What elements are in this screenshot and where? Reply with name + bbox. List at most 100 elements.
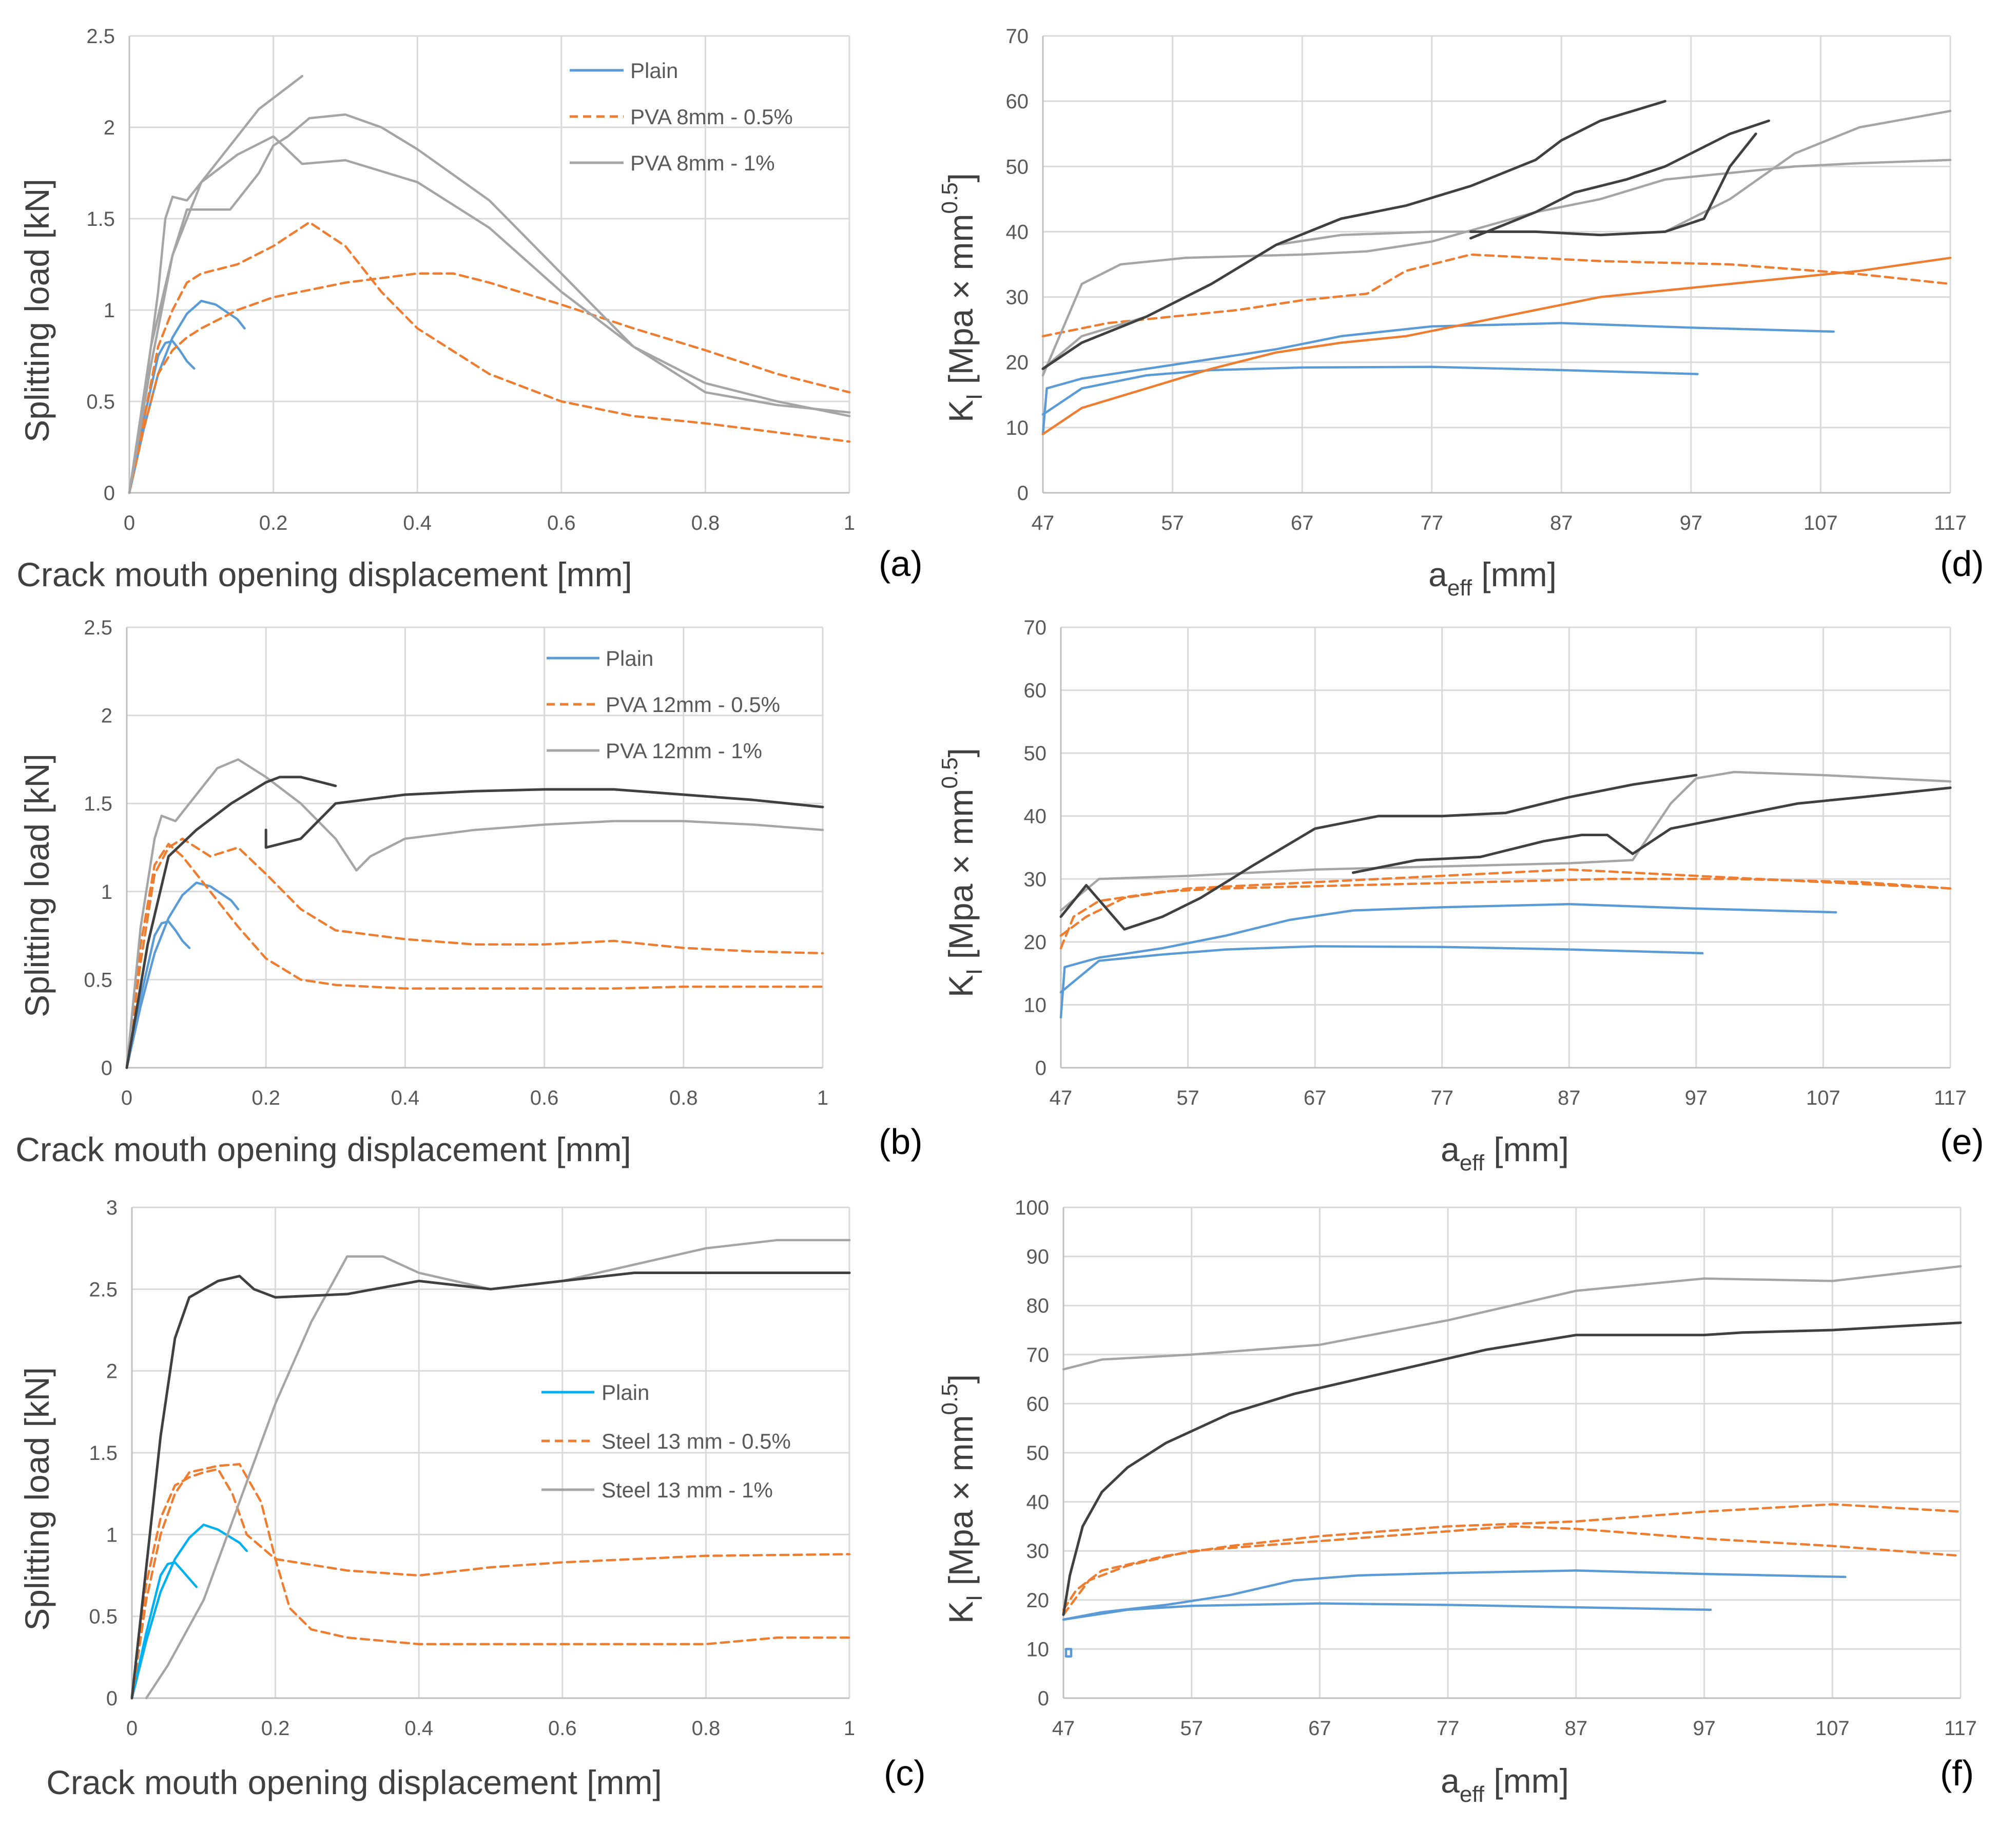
data-curves	[1062, 1265, 1962, 1658]
x-tick-label: 0.4	[403, 512, 432, 534]
series-line-pva-12mm-1-	[1059, 771, 1952, 912]
series-line-pva-12mm-0-5-	[125, 837, 824, 1069]
x-tick-label: 117	[1934, 512, 1967, 534]
grid	[129, 35, 850, 493]
panel-letter: (f)	[1940, 1753, 1974, 1793]
legend-label-plain: Plain	[606, 646, 653, 670]
y-tick-labels: 0 10 20 30 40 50 60 70	[1024, 617, 1047, 1080]
y-tick-label: 20	[1026, 1589, 1050, 1612]
legend-label-one: PVA 12mm - 1%	[606, 739, 762, 763]
y-tick-label: 0	[104, 482, 115, 505]
y-tick-label: 0.5	[84, 969, 112, 991]
x-axis-label: Crack mouth opening displacement [mm]	[16, 555, 632, 593]
x-tick-label: 0.6	[547, 512, 576, 534]
series-line-plain	[1062, 1569, 1847, 1621]
y-tick-labels: 0 0.5 1 1.5 2 2.5	[86, 25, 115, 505]
y-tick-label: 1.5	[89, 1442, 118, 1465]
x-tick-labels: 47 57 67 77 87 97 107 117	[1052, 1717, 1977, 1740]
y-tick-label: 0	[1035, 1057, 1046, 1080]
y-tick-label: 1	[104, 299, 115, 322]
y-tick-label: 30	[1006, 286, 1029, 309]
x-tick-label: 0	[124, 512, 135, 534]
legend: Plain PVA 8mm - 0.5% PVA 8mm - 1%	[570, 59, 793, 175]
axes	[126, 627, 823, 1069]
x-tick-label: 107	[1806, 1087, 1840, 1109]
y-tick-label: 70	[1024, 617, 1047, 639]
y-axis-label: KI [Mpa × mm0.5]	[937, 748, 987, 997]
y-tick-label: 60	[1026, 1393, 1050, 1415]
series-line-pva-12mm-0-5-	[1059, 878, 1952, 950]
y-tick-label: 90	[1026, 1246, 1050, 1268]
x-tick-label: 87	[1558, 1087, 1581, 1109]
y-axis-label: Splitting load [kN]	[18, 1367, 56, 1631]
y-tick-label: 1.5	[84, 793, 112, 815]
legend-label-one: PVA 8mm - 1%	[630, 151, 775, 175]
y-axis-label: Splitting load [kN]	[18, 179, 56, 442]
x-tick-label: 0.2	[259, 512, 288, 534]
x-tick-labels: 47 57 67 77 87 97 107 117	[1032, 512, 1967, 534]
series-line-pva-12mm-1-	[125, 776, 337, 1069]
panel-f-kic-chart: 47 57 67 77 87 97 107 117 0 10 20 30 40 50 60 70 80 90 10…	[937, 1197, 1977, 1807]
x-tick-label: 47	[1050, 1087, 1073, 1109]
legend-label-one: Steel 13 mm - 1%	[602, 1478, 773, 1502]
panel-e-kic-chart: 47 57 67 77 87 97 107 117 0 10 20 30 40 50 60 70 aeff …	[937, 617, 1984, 1176]
x-tick-label: 67	[1308, 1717, 1331, 1740]
x-tick-label: 67	[1304, 1087, 1327, 1109]
y-tick-label: 30	[1026, 1540, 1050, 1563]
series-line-steel-13-mm-0-5-	[130, 1463, 851, 1700]
x-tick-label: 57	[1180, 1717, 1203, 1740]
x-tick-label: 67	[1291, 512, 1314, 534]
y-tick-label: 60	[1006, 90, 1029, 113]
y-tick-label: 40	[1026, 1491, 1050, 1514]
data-curves	[1041, 100, 1952, 435]
x-tick-label: 0.8	[691, 512, 720, 534]
series-line-pva-8mm-1-	[1041, 100, 1666, 370]
y-tick-label: 20	[1024, 931, 1047, 954]
x-tick-label: 0	[121, 1087, 132, 1109]
x-tick-label: 0.6	[548, 1717, 577, 1740]
y-tick-label: 0	[1017, 482, 1029, 505]
y-tick-label: 50	[1026, 1442, 1050, 1465]
y-tick-labels: 0 10 20 30 40 50 60 70	[1006, 25, 1029, 505]
x-tick-label: 57	[1161, 512, 1184, 534]
series-line-pva-12mm-1-	[264, 788, 824, 849]
x-tick-label: 57	[1176, 1087, 1199, 1109]
y-tick-label: 20	[1006, 352, 1029, 374]
x-tick-label: 47	[1032, 512, 1055, 534]
panel-letter: (c)	[884, 1753, 926, 1793]
y-tick-label: 0.5	[89, 1606, 118, 1628]
series-line-pva-8mm-0-5-	[128, 272, 851, 494]
x-tick-label: 107	[1815, 1717, 1850, 1740]
data-curves	[130, 1239, 851, 1700]
x-tick-label: 0.8	[669, 1087, 698, 1109]
series-line-pva-8mm-1-	[128, 75, 303, 494]
y-tick-label: 80	[1026, 1295, 1050, 1317]
panel-letter: (b)	[879, 1122, 923, 1162]
grid	[1043, 35, 1951, 493]
series-line-pva-12mm-1-	[1059, 774, 1698, 931]
x-axis-label: Crack mouth opening displacement [mm]	[46, 1763, 662, 1801]
y-tick-label: 10	[1026, 1638, 1050, 1661]
y-tick-label: 1	[101, 881, 112, 903]
axes	[128, 36, 849, 494]
y-tick-label: 100	[1015, 1197, 1049, 1219]
x-tick-labels: 47 57 67 77 87 97 107 117	[1050, 1087, 1967, 1109]
series-line-steel-13-mm-0-5-	[1062, 1503, 1962, 1611]
legend: Plain Steel 13 mm - 0.5% Steel 13 mm - 1…	[541, 1380, 791, 1502]
y-tick-labels: 0 10 20 30 40 50 60 70 80 90 100	[1015, 1197, 1049, 1710]
y-axis-label: Splitting load [kN]	[18, 754, 56, 1017]
x-tick-label: 87	[1550, 512, 1573, 534]
y-tick-label: 60	[1024, 680, 1047, 702]
series-line-pva-8mm-0-5-	[128, 221, 851, 494]
y-tick-label: 1.5	[86, 208, 115, 230]
x-axis-label: aeff [mm]	[1441, 1762, 1569, 1807]
y-tick-label: 10	[1024, 994, 1047, 1016]
series-line-steel-13-mm-0-5-	[1062, 1525, 1962, 1616]
x-tick-label: 0.4	[391, 1087, 420, 1109]
x-tick-label: 77	[1430, 1087, 1453, 1109]
legend-label-plain: Plain	[630, 59, 678, 83]
legend-label-half: PVA 12mm - 0.5%	[606, 692, 780, 717]
data-curves	[125, 758, 824, 1069]
series-line-steel-13-mm-1-	[130, 1272, 851, 1700]
